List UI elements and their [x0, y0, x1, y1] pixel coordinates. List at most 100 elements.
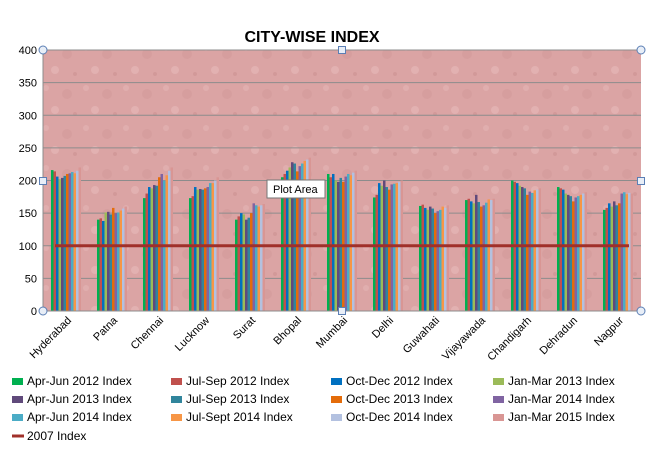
bar-bhopal-series-8[interactable] [298, 166, 302, 311]
bar-chandigarh-series-5[interactable] [521, 187, 524, 311]
bar-hyderabad-series-8[interactable] [68, 173, 72, 311]
bar-bhopal-series-6[interactable] [293, 163, 297, 311]
bar-bhopal-series-12[interactable] [308, 157, 312, 311]
bar-guwahati-series-12[interactable] [446, 205, 450, 311]
bar-chandigarh-series-12[interactable] [538, 188, 542, 311]
bar-patna-series-5[interactable] [107, 211, 110, 311]
bar-surat-series-1[interactable] [235, 219, 238, 311]
bar-guwahati-series-5[interactable] [429, 206, 432, 311]
bar-chennai-series-5[interactable] [153, 185, 156, 311]
bar-guwahati-series-4[interactable] [426, 209, 430, 311]
bar-surat-series-12[interactable] [262, 203, 266, 311]
bar-hyderabad-series-11[interactable] [76, 170, 79, 311]
bar-lucknow-series-4[interactable] [196, 189, 200, 311]
bar-surat-series-2[interactable] [237, 216, 241, 311]
bar-nagpur-series-3[interactable] [608, 203, 611, 311]
bar-dehradun-series-7[interactable] [572, 201, 575, 311]
bar-chennai-series-10[interactable] [165, 175, 169, 311]
bar-hyderabad-series-12[interactable] [78, 167, 82, 311]
bar-nagpur-series-1[interactable] [603, 209, 606, 311]
bar-chennai-series-12[interactable] [170, 167, 174, 311]
bar-vijayawada-series-12[interactable] [492, 198, 496, 311]
bar-guwahati-series-2[interactable] [421, 204, 425, 311]
resize-handle[interactable] [636, 45, 646, 55]
bar-guwahati-series-10[interactable] [441, 206, 445, 311]
bar-dehradun-series-10[interactable] [579, 194, 583, 311]
bar-lucknow-series-6[interactable] [201, 189, 205, 311]
bar-hyderabad-series-3[interactable] [56, 176, 59, 311]
bar-surat-series-10[interactable] [257, 206, 261, 311]
resize-handle[interactable] [39, 177, 47, 185]
bar-delhi-series-4[interactable] [380, 185, 384, 311]
bar-bhopal-series-3[interactable] [286, 170, 289, 311]
bar-guwahati-series-9[interactable] [439, 209, 442, 311]
bar-chandigarh-series-8[interactable] [528, 191, 532, 311]
bar-surat-series-4[interactable] [242, 214, 246, 311]
bar-dehradun-series-6[interactable] [569, 196, 573, 311]
bar-dehradun-series-12[interactable] [584, 192, 588, 311]
bar-mumbai-series-2[interactable] [329, 177, 333, 311]
bar-patna-series-7[interactable] [112, 207, 115, 311]
bar-chennai-series-11[interactable] [168, 170, 171, 311]
bar-dehradun-series-11[interactable] [582, 193, 585, 311]
bar-chandigarh-series-11[interactable] [536, 189, 539, 311]
bar-patna-series-12[interactable] [124, 206, 128, 311]
bar-patna-series-3[interactable] [102, 220, 105, 311]
bar-patna-series-9[interactable] [117, 212, 120, 311]
bar-bhopal-series-11[interactable] [306, 159, 309, 311]
bar-bhopal-series-5[interactable] [291, 162, 294, 311]
bar-bhopal-series-4[interactable] [288, 167, 292, 311]
bar-delhi-series-9[interactable] [393, 183, 396, 311]
bar-guwahati-series-3[interactable] [424, 207, 427, 311]
bar-nagpur-series-11[interactable] [628, 192, 631, 311]
bar-guwahati-series-7[interactable] [434, 213, 437, 311]
bar-chennai-series-1[interactable] [143, 198, 146, 311]
bar-bhopal-series-2[interactable] [283, 173, 287, 311]
bar-lucknow-series-12[interactable] [216, 177, 220, 311]
bar-mumbai-series-8[interactable] [344, 176, 348, 311]
bar-dehradun-series-1[interactable] [557, 187, 560, 311]
bar-surat-series-8[interactable] [252, 203, 256, 311]
bar-mumbai-series-11[interactable] [352, 172, 355, 311]
resize-handle[interactable] [338, 46, 346, 54]
bar-nagpur-series-10[interactable] [625, 194, 629, 311]
bar-bhopal-series-10[interactable] [303, 160, 307, 311]
bar-vijayawada-series-5[interactable] [475, 194, 478, 311]
resize-handle[interactable] [38, 45, 48, 55]
bar-chennai-series-6[interactable] [155, 185, 159, 311]
bar-chennai-series-4[interactable] [150, 188, 154, 311]
resize-handle[interactable] [38, 306, 48, 316]
bar-lucknow-series-7[interactable] [204, 188, 207, 311]
bar-surat-series-11[interactable] [260, 205, 263, 311]
bar-patna-series-11[interactable] [122, 208, 125, 311]
bar-hyderabad-series-2[interactable] [53, 171, 57, 311]
bar-delhi-series-6[interactable] [385, 187, 389, 311]
bar-chennai-series-2[interactable] [145, 193, 149, 311]
bar-mumbai-series-12[interactable] [354, 170, 358, 311]
bar-lucknow-series-1[interactable] [189, 198, 192, 311]
bar-guwahati-series-1[interactable] [419, 205, 422, 311]
bar-surat-series-9[interactable] [255, 205, 258, 311]
bar-vijayawada-series-7[interactable] [480, 206, 483, 311]
bar-nagpur-series-8[interactable] [620, 193, 624, 311]
bar-mumbai-series-3[interactable] [332, 173, 335, 311]
bar-delhi-series-2[interactable] [375, 194, 379, 311]
bar-vijayawada-series-4[interactable] [472, 203, 476, 311]
bar-bhopal-series-9[interactable] [301, 163, 304, 311]
bar-surat-series-7[interactable] [250, 213, 253, 311]
bar-hyderabad-series-7[interactable] [66, 173, 69, 311]
bar-hyderabad-series-6[interactable] [63, 175, 67, 311]
bar-vijayawada-series-3[interactable] [470, 201, 473, 311]
bar-mumbai-series-10[interactable] [349, 175, 353, 311]
bar-dehradun-series-4[interactable] [564, 193, 568, 311]
bar-delhi-series-7[interactable] [388, 189, 391, 311]
bar-delhi-series-1[interactable] [373, 197, 376, 311]
bar-lucknow-series-2[interactable] [191, 196, 195, 311]
bar-nagpur-series-5[interactable] [613, 201, 616, 311]
bar-nagpur-series-4[interactable] [610, 206, 614, 311]
bar-surat-series-6[interactable] [247, 217, 251, 311]
bar-nagpur-series-12[interactable] [630, 193, 634, 311]
bar-dehradun-series-3[interactable] [562, 189, 565, 311]
resize-handle[interactable] [338, 307, 346, 315]
bar-patna-series-8[interactable] [114, 213, 118, 311]
